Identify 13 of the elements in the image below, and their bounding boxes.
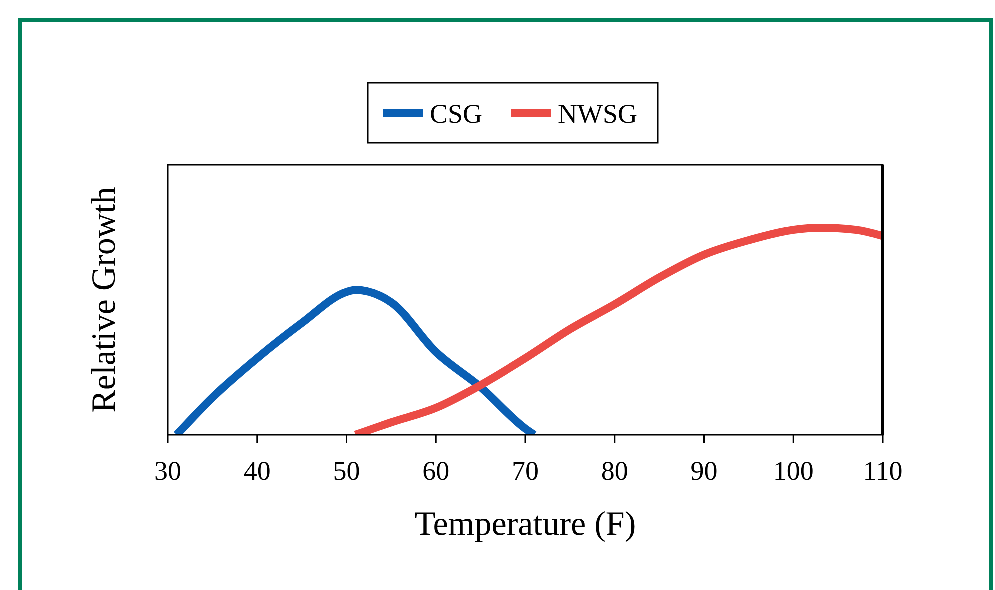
x-tick-label: 100 bbox=[773, 456, 814, 486]
y-axis-title: Relative Growth bbox=[86, 187, 123, 413]
x-axis-title: Temperature (F) bbox=[414, 506, 636, 543]
x-tick-label: 50 bbox=[333, 456, 360, 486]
legend-label: NWSG bbox=[558, 99, 638, 129]
x-tick-label: 90 bbox=[690, 456, 718, 486]
x-tick-label: 30 bbox=[154, 456, 182, 486]
x-tick-label: 80 bbox=[601, 456, 628, 486]
x-tick-label: 110 bbox=[863, 456, 903, 486]
x-tick-label: 40 bbox=[244, 456, 271, 486]
x-tick-label: 70 bbox=[512, 456, 539, 486]
legend-label: CSG bbox=[430, 99, 483, 129]
x-tick-label: 60 bbox=[422, 456, 450, 486]
